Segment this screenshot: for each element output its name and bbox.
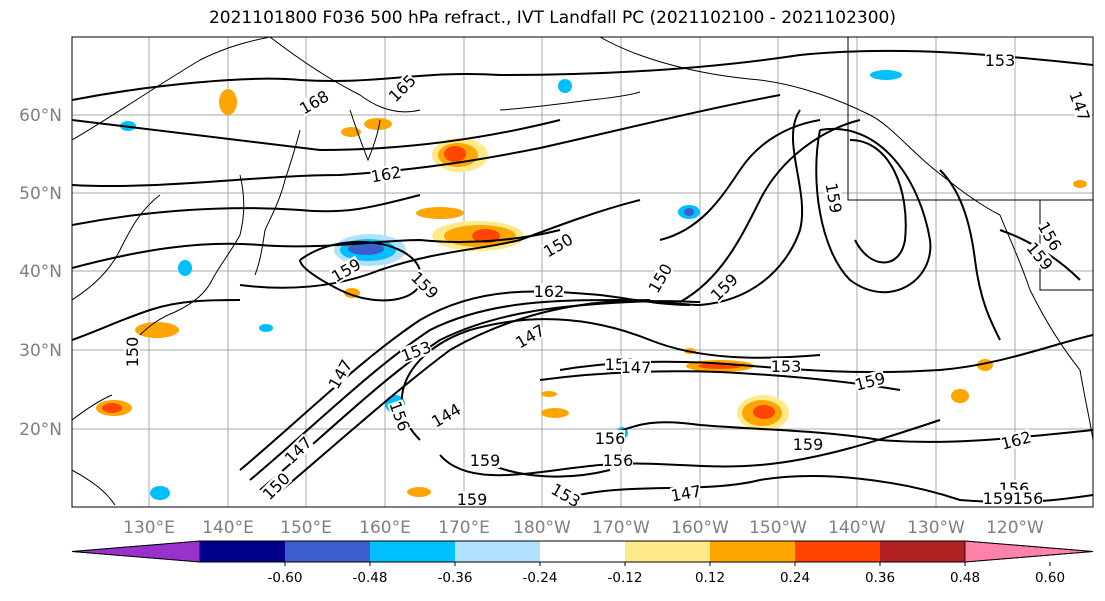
lon-tick-label: 170°E <box>438 518 490 538</box>
contour-label-bg <box>1035 219 1065 253</box>
contour-label: 156 <box>603 451 634 470</box>
lon-tick-label: 140°E <box>202 518 254 538</box>
colorbar-tick-label: -0.36 <box>438 570 473 586</box>
contour-label-bg <box>603 452 633 468</box>
contour-label-bg <box>549 480 583 507</box>
lat-tick-label: 50°N <box>19 184 62 204</box>
map-title: 2021101800 F036 500 hPa refract., IVT La… <box>208 8 896 28</box>
lon-tick-label: 160°E <box>359 518 411 538</box>
lon-tick-label: 130°E <box>123 518 175 538</box>
colorbar-tick-label: -0.12 <box>608 570 643 586</box>
contour-label-bg <box>385 71 419 105</box>
latitude-ticks: 60°N 50°N 40°N 30°N 20°N <box>19 106 62 440</box>
contour-label-bg <box>541 230 575 260</box>
contour-label-bg <box>457 491 487 507</box>
contour-label-bg <box>1024 239 1056 273</box>
contour-label-bg <box>408 268 442 302</box>
contour-label-bg <box>329 255 363 285</box>
lat-tick-label: 30°N <box>19 341 62 361</box>
contour-label: 147 <box>621 358 652 377</box>
lon-tick-label: 180°W <box>513 518 571 538</box>
contour-label-bg <box>793 436 823 452</box>
colorbar-tick-labels: -0.60 -0.48 -0.36 -0.24 -0.12 0.12 0.24 0.36 0.4… <box>268 562 1065 586</box>
lat-tick-label: 60°N <box>19 106 62 126</box>
colorbar-tick-label: 0.48 <box>950 570 980 586</box>
colorbar-tick-label: -0.24 <box>523 570 558 586</box>
contour-label-bg <box>325 357 355 391</box>
colorbar-segment <box>540 541 626 562</box>
lon-tick-label: 130°W <box>907 518 965 538</box>
colorbar-segment <box>370 541 456 562</box>
contour-label: 162 <box>534 282 565 301</box>
contour-label: 159 <box>470 451 501 470</box>
contour-label-bg <box>124 337 140 367</box>
colorbar-tick-label: 0.24 <box>780 570 810 586</box>
colorbar-extend-min <box>71 540 201 563</box>
lon-tick-label: 150°W <box>749 518 807 538</box>
colorbar-segment <box>625 541 711 562</box>
lon-tick-label: 120°W <box>986 518 1044 538</box>
lat-tick-label: 20°N <box>19 420 62 440</box>
contour-label-bg <box>707 270 741 304</box>
colorbar-segment <box>795 541 881 562</box>
colorbar-outline <box>71 540 1094 563</box>
contour-label-bg <box>983 490 1013 506</box>
contour-label-bg <box>281 433 315 467</box>
contour-label: 159 <box>793 435 824 454</box>
contour-label-bg <box>387 399 413 433</box>
colorbar-tick-label: -0.60 <box>268 570 303 586</box>
colorbar-extend-max <box>964 540 1094 563</box>
contour-label-bg <box>985 52 1015 68</box>
contour-label-bg <box>999 428 1033 452</box>
colorbar-segment <box>200 541 286 562</box>
contour-label-bg <box>534 283 564 299</box>
contour-label-bg <box>771 358 801 374</box>
contour-label-bg <box>645 261 675 295</box>
colorbar-segment <box>880 541 966 562</box>
contour-label-bg <box>259 469 293 503</box>
contour-label-bg <box>669 482 703 504</box>
colorbar <box>71 540 1094 563</box>
contour-label: 156 <box>1013 489 1044 508</box>
contour-label-bg <box>369 163 403 185</box>
contour-label: 153 <box>771 357 802 376</box>
contour-label-bg <box>823 181 845 215</box>
colorbar-tick-label: 0.12 <box>695 570 725 586</box>
contour-label: 156 <box>595 429 626 448</box>
lon-tick-label: 170°W <box>592 518 650 538</box>
contour-label-bg <box>853 369 887 393</box>
contour-label: 159 <box>983 489 1014 508</box>
lon-tick-label: 150°E <box>280 518 332 538</box>
longitude-ticks: 130°E 140°E 150°E 160°E 170°E 180°W 170°W 160°W… <box>123 518 1044 538</box>
colorbar-segment <box>710 541 796 562</box>
gridlines <box>72 37 1093 507</box>
contour-label-bg <box>1013 490 1043 506</box>
lon-tick-label: 160°W <box>671 518 729 538</box>
contour-label: 153 <box>985 51 1016 70</box>
contour-label-bg <box>1067 89 1093 123</box>
colorbar-segment <box>285 541 371 562</box>
contour-label-bg <box>513 321 547 351</box>
contour-label: 159 <box>457 490 488 509</box>
contour-label-bg <box>470 452 500 468</box>
colorbar-segment <box>455 541 541 562</box>
contour-label-bg <box>595 430 625 446</box>
lat-tick-label: 40°N <box>19 262 62 282</box>
contour-label-bg <box>621 359 651 375</box>
contour-lines <box>72 49 1093 504</box>
contour-label-bg <box>399 338 433 364</box>
colorbar-tick-label: 0.60 <box>1035 570 1065 586</box>
lon-tick-label: 140°W <box>828 518 886 538</box>
colorbar-tick-label: -0.48 <box>353 570 388 586</box>
contour-label-bg <box>429 400 463 430</box>
contour-label-bg <box>297 87 331 117</box>
colorbar-tick-label: 0.36 <box>865 570 895 586</box>
contour-label: 150 <box>123 337 142 368</box>
